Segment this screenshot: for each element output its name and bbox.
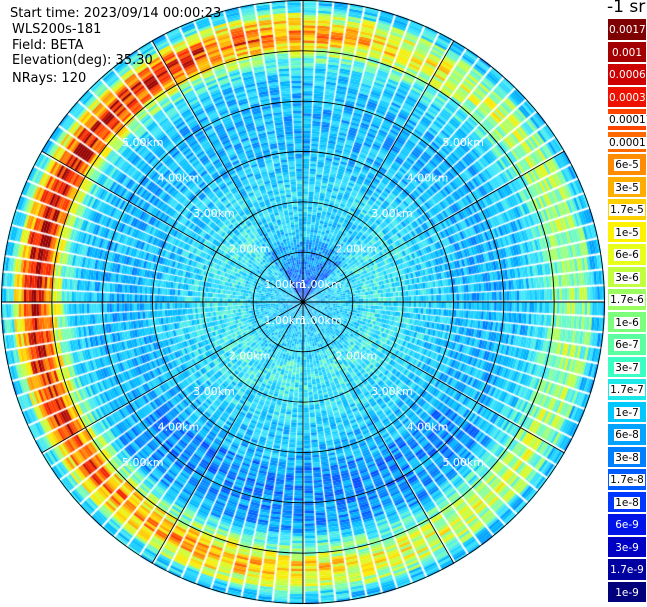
elevation-label: Elevation(deg): 35.30: [12, 53, 153, 68]
colorbar-tick-label: 6e-5: [614, 159, 640, 171]
colorbar-swatch: 3e-7: [607, 355, 647, 378]
range-ring-label: 3.00km: [193, 385, 235, 398]
colorbar-tick-label: 1e-8: [614, 496, 640, 509]
colorbar-tick-label: 1e-6: [614, 316, 640, 329]
start-time-label: Start time: 2023/09/14 00:00:23: [10, 6, 222, 21]
colorbar-swatch: 1e-5: [607, 220, 647, 243]
colorbar-swatch: 1e-6: [607, 310, 647, 333]
colorbar-tick-label: 1e-5: [614, 226, 640, 239]
colorbar-tick-label: 3e-7: [614, 361, 640, 374]
range-ring-label: 3.00km: [371, 385, 413, 398]
azimuth-spoke: [302, 301, 565, 454]
range-ring-label: 5.00km: [122, 136, 164, 149]
colorbar-swatch: 0.0001: [607, 130, 647, 153]
colorbar-tick-label: 1.7e-8: [609, 474, 645, 486]
colorbar-tick-label: 0.00017: [608, 114, 647, 126]
range-ring-label: 2.00km: [229, 349, 271, 362]
colorbar-tick-label: 0.0003: [609, 91, 646, 104]
colorbar-swatch: 1.7e-8: [607, 468, 647, 491]
range-ring-label: 1.00km: [300, 278, 342, 291]
colorbar-tick-label: 1e-7: [614, 406, 640, 419]
range-ring-label: 1.00km: [264, 314, 306, 327]
colorbar-swatch: 3e-9: [607, 535, 647, 558]
colorbar-swatch: 0.00017: [607, 108, 647, 131]
colorbar-swatch: 1.7e-9: [607, 558, 647, 581]
range-ring-label: 4.00km: [158, 171, 200, 184]
colorbar-swatch: 0.0006: [607, 63, 647, 86]
range-ring-label: 3.00km: [371, 207, 413, 220]
azimuth-spoke: [41, 150, 304, 303]
colorbar-tick-label: 0.0017: [609, 24, 646, 36]
range-ring-label: 3.00km: [193, 207, 235, 220]
range-ring-label: 1.00km: [264, 278, 306, 291]
azimuth-spoke: [41, 301, 304, 454]
colorbar-tick-label: 3e-5: [614, 181, 640, 194]
colorbar-tick-label: 1.7e-5: [609, 204, 645, 216]
colorbar-swatch: 1.7e-7: [607, 378, 647, 401]
colorbar-tick-label: 0.0001: [608, 136, 647, 149]
azimuth-spoke: [302, 40, 455, 303]
range-ring-label: 2.00km: [229, 243, 271, 256]
colorbar-tick-label: 0.001: [611, 46, 643, 59]
range-ring-label: 5.00km: [122, 456, 164, 469]
range-ring-label: 4.00km: [158, 421, 200, 434]
range-ring-label: 5.00km: [442, 136, 484, 149]
field-label: Field: BETA: [12, 38, 84, 53]
colorbar-tick-label: 3e-8: [614, 451, 640, 464]
colorbar-swatch: 6e-9: [607, 513, 647, 536]
colorbar-tick-label: 1.7e-6: [609, 294, 645, 306]
colorbar-swatch: 3e-5: [607, 175, 647, 198]
colorbar-tick-label: 3e-9: [615, 541, 639, 554]
range-ring-label: 5.00km: [442, 456, 484, 469]
colorbar-tick-label: 6e-7: [614, 339, 640, 351]
colorbar-tick-label: 1.7e-7: [609, 384, 645, 396]
colorbar-swatch: 3e-6: [607, 265, 647, 288]
colorbar-tick-label: 6e-8: [614, 429, 640, 441]
instrument-label: WLS200s-181: [12, 22, 102, 37]
colorbar-swatch: 0.0017: [607, 18, 647, 41]
azimuth-spoke: [302, 301, 455, 564]
colorbar-tick-label: 1e-9: [615, 586, 639, 599]
colorbar-swatch: 1e-9: [607, 580, 647, 603]
colorbar-tick-label: 1.7e-9: [610, 564, 644, 576]
colorbar-tick-label: 6e-6: [614, 249, 640, 261]
range-ring-label: 2.00km: [336, 243, 378, 256]
azimuth-spoke: [151, 301, 304, 564]
colorbar-swatch: 6e-7: [607, 333, 647, 356]
colorbar-unit-label: -1 sr: [607, 0, 646, 17]
range-ring-label: 1.00km: [300, 314, 342, 327]
colorbar-swatch: 6e-6: [607, 243, 647, 266]
colorbar-swatch: 6e-5: [607, 153, 647, 176]
range-ring-label: 4.00km: [407, 171, 449, 184]
colorbar-swatch: 1.7e-6: [607, 288, 647, 311]
colorbar-swatch: 6e-8: [607, 423, 647, 446]
azimuth-spoke: [151, 40, 304, 303]
colorbar-swatch: 0.001: [607, 40, 647, 63]
nrays-label: NRays: 120: [12, 71, 87, 86]
colorbar-swatch: 1.7e-5: [607, 198, 647, 221]
colorbar-swatch: 1e-8: [607, 490, 647, 513]
range-ring-label: 2.00km: [336, 349, 378, 362]
range-ring-label: 4.00km: [407, 421, 449, 434]
colorbar-swatch: 1e-7: [607, 400, 647, 423]
colorbar-tick-label: 0.0006: [609, 69, 646, 81]
azimuth-spoke: [302, 150, 565, 303]
colorbar-swatch: 0.0003: [607, 85, 647, 108]
colorbar-tick-label: 6e-9: [615, 519, 639, 531]
colorbar-tick-label: 3e-6: [614, 271, 640, 284]
colorbar-swatch: 3e-8: [607, 445, 647, 468]
